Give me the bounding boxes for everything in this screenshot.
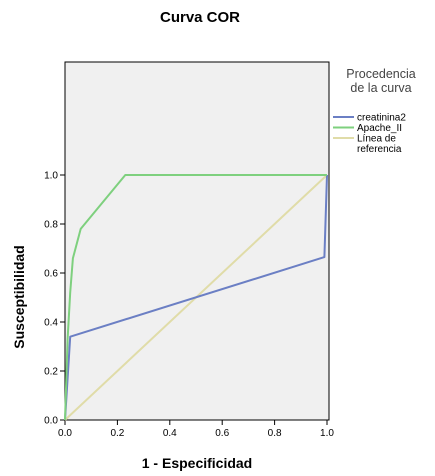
legend-entry-label: Línea de [357,134,396,145]
x-tick-label: 0.0 [58,428,72,439]
y-axis: 0.0 0.2 0.4 0.6 0.8 1.0 [44,171,65,427]
legend-title: Procedencia [346,67,416,81]
y-tick-label: 0.6 [44,269,58,280]
x-tick-label: 0.6 [215,428,229,439]
y-tick-label: 0.0 [44,416,58,427]
x-tick-label: 0.8 [268,428,282,439]
legend-title: de la curva [350,81,411,95]
legend-entry-label: creatinina2 [357,113,406,124]
chart-title: Curva COR [160,9,240,26]
x-tick-label: 0.2 [110,428,124,439]
y-tick-label: 0.4 [44,318,58,329]
legend-entry-label: referencia [357,144,402,155]
y-tick-label: 1.0 [44,171,58,182]
series-line-apache-ii [64,174,327,421]
y-axis-label: Susceptibilidad [11,245,27,348]
series-lines [64,174,328,421]
y-tick-label: 0.2 [44,367,58,378]
x-tick-label: 1.0 [320,428,334,439]
y-tick-label: 0.8 [44,220,58,231]
x-axis-label: 1 - Especificidad [142,455,252,471]
x-axis: 0.0 0.2 0.4 0.6 0.8 1.0 [58,420,334,439]
plot-area [64,61,330,421]
series-line-creatinina2 [64,174,328,421]
legend-entry-label: Apache_II [357,123,402,134]
x-tick-label: 0.4 [163,428,177,439]
